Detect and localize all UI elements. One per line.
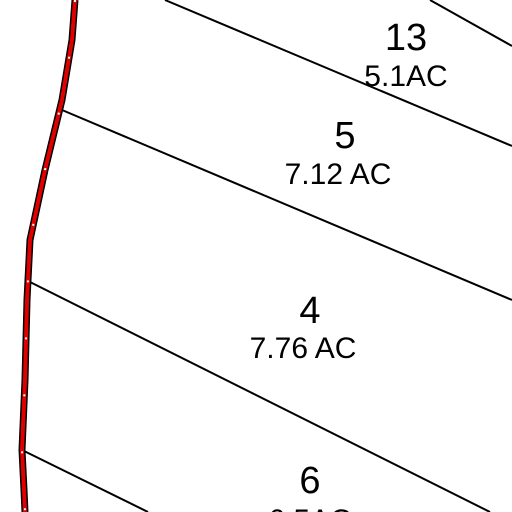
- lot-line: [164, 0, 512, 147]
- lot-labels: 13 5.1AC 5 7.12 AC 4 7.76 AC 6 6.5AC: [250, 17, 448, 512]
- lot-area: 6.5AC: [268, 504, 351, 512]
- lot-number: 13: [385, 17, 427, 59]
- boundary-line: [19, 0, 77, 512]
- lot-number: 4: [299, 290, 320, 332]
- lot-line: [61, 109, 512, 301]
- lot-area: 7.12 AC: [285, 158, 392, 191]
- lot-area: 7.76 AC: [250, 332, 357, 365]
- lot-line: [29, 281, 491, 512]
- lot-line: [21, 449, 149, 512]
- lot-number: 6: [299, 460, 320, 502]
- lot-lines: [21, 0, 512, 512]
- lot-line: [429, 0, 512, 47]
- boundary: [18, 0, 79, 512]
- lot-number: 5: [334, 115, 355, 157]
- lot-area: 5.1AC: [364, 60, 447, 93]
